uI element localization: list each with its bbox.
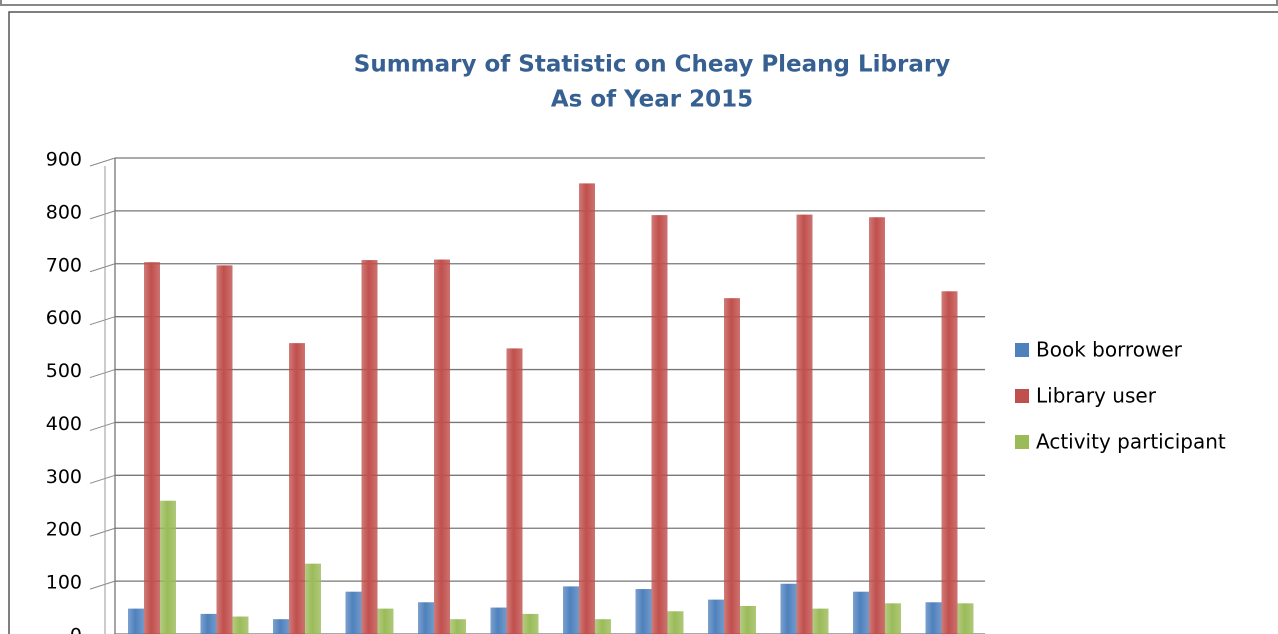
y-tick-label: 100 <box>46 572 82 594</box>
chart-subtitle: As of Year 2015 <box>551 87 753 113</box>
legend-swatch <box>1015 343 1029 357</box>
bar <box>708 599 724 634</box>
bar <box>667 611 684 634</box>
tick-mark <box>89 421 116 431</box>
bar <box>780 583 797 634</box>
legend-label: Activity participant <box>1036 430 1226 454</box>
bar <box>885 603 901 634</box>
bar <box>957 603 974 634</box>
outer-frame <box>0 0 1278 6</box>
bar <box>345 591 362 634</box>
bar <box>144 262 160 634</box>
bar <box>635 589 652 634</box>
bar <box>595 619 611 634</box>
tick-mark <box>89 263 116 273</box>
y-tick-label: 200 <box>46 519 82 541</box>
y-tick-label: 600 <box>46 307 82 329</box>
tick-mark <box>89 580 116 590</box>
bar <box>724 298 740 634</box>
y-tick-label: 700 <box>46 254 82 276</box>
bar <box>812 608 829 634</box>
bar <box>925 602 942 634</box>
bar <box>273 619 289 634</box>
y-tick-label: 800 <box>46 201 82 223</box>
legend-label: Library user <box>1036 384 1157 408</box>
legend-label: Book borrower <box>1036 338 1183 362</box>
bar <box>160 500 176 634</box>
y-tick-label: 900 <box>46 149 82 171</box>
bar <box>377 608 394 634</box>
bar <box>418 602 434 634</box>
bar <box>740 605 756 634</box>
y-tick-label: 0 <box>70 625 82 634</box>
tick-mark <box>89 316 116 326</box>
bar <box>853 591 869 634</box>
bar <box>232 616 249 634</box>
y-tick-label: 400 <box>46 413 82 435</box>
chart-title: Summary of Statistic on Cheay Pleang Lib… <box>354 52 950 78</box>
legend-swatch <box>1015 435 1029 449</box>
bar <box>563 586 579 634</box>
bar <box>128 608 144 634</box>
bar <box>941 291 958 634</box>
y-tick-label: 500 <box>46 360 82 382</box>
bar <box>289 343 305 634</box>
bar <box>200 613 217 634</box>
tick-mark <box>89 210 116 220</box>
bar <box>434 259 450 634</box>
bar <box>796 214 813 634</box>
bar <box>450 619 466 634</box>
tick-mark <box>89 369 116 379</box>
tick-mark <box>89 527 116 537</box>
bar <box>579 183 595 634</box>
bar <box>216 265 233 634</box>
tick-mark <box>89 157 116 167</box>
bar <box>361 260 378 634</box>
bar <box>522 613 539 634</box>
legend-swatch <box>1015 389 1029 403</box>
bar <box>305 563 321 634</box>
tick-mark <box>89 474 116 484</box>
y-tick-label: 300 <box>46 466 82 488</box>
bar <box>490 607 507 634</box>
bar <box>651 215 668 634</box>
bar <box>506 348 523 634</box>
bar <box>869 217 885 634</box>
